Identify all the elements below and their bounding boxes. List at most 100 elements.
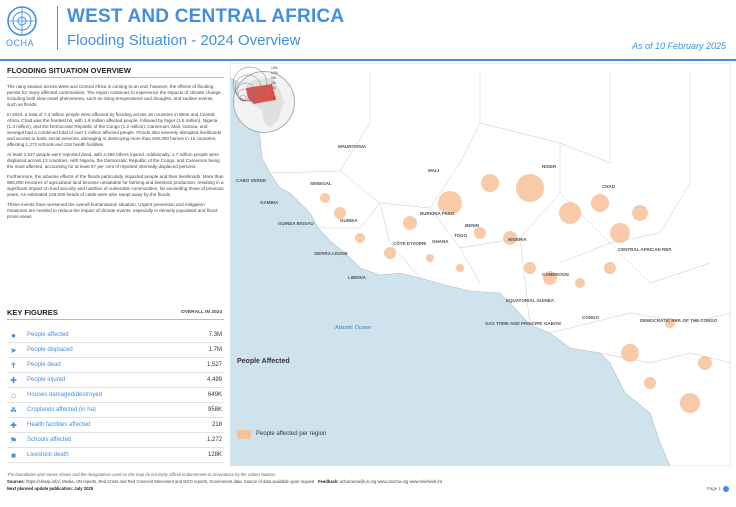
people-icon: ● xyxy=(11,331,16,340)
school-icon: ⚑ xyxy=(9,436,18,445)
flood-bubbles xyxy=(320,174,712,413)
label-togo: TOGO xyxy=(454,233,468,238)
sources-label: Sources: xyxy=(7,479,25,484)
key-figure-row: ⚑ Schools affected 1,272 xyxy=(7,433,224,448)
legend-scale-50k: 50k xyxy=(271,76,277,80)
health-icon: ✚ xyxy=(10,421,17,430)
overview-paragraph-1: The rainy season across West and Central… xyxy=(7,84,222,107)
country-borders xyxy=(269,73,731,364)
label-cote-divoire: CÔTE D'IVOIRE xyxy=(393,241,427,246)
key-figure-value: 1.7M xyxy=(208,347,222,353)
overview-paragraph-3: At least 1,527 people were reported dead… xyxy=(7,152,220,169)
key-figures-title: KEY FIGURES xyxy=(7,308,58,317)
label-ghana: GHANA xyxy=(432,239,449,244)
legend-scale-150k: 150k xyxy=(271,66,278,70)
label-niger: NIGER xyxy=(542,164,557,169)
key-figure-value: 7.3M xyxy=(208,332,222,338)
label-senegal: SENEGAL xyxy=(310,181,332,186)
key-figure-row: ● People affected 7.3M xyxy=(7,328,224,343)
key-figure-label: Livestock death xyxy=(27,452,69,458)
label-central-african-rep: CENTRAL AFRICAN REP. xyxy=(618,247,672,252)
header-rule xyxy=(0,59,736,61)
house-icon: ⌂ xyxy=(11,391,16,400)
label-guinea-bissau: GUINEA BISSAU xyxy=(278,221,314,226)
sources-text: https://climap.info/, Media, UN reports,… xyxy=(26,479,315,484)
key-figure-row: ✚ Health facilities affected 218 xyxy=(7,418,224,433)
key-figure-label: People dead xyxy=(27,362,61,368)
injured-icon: ✚ xyxy=(10,376,17,385)
legend-swatch-label: People affected per region xyxy=(256,431,327,437)
key-figure-value: 1,272 xyxy=(206,437,222,443)
label-mauritania: MAURITANIA xyxy=(338,144,367,149)
org-name: OCHA xyxy=(6,38,35,48)
map-shape xyxy=(230,63,731,466)
feedback-label: Feedback: xyxy=(317,479,339,484)
label-mali: MALI xyxy=(428,168,439,173)
africa-inset-icon xyxy=(246,78,284,128)
key-figure-row: ■ Livestock death 128K xyxy=(7,448,224,463)
label-gambia: GAMBIA xyxy=(260,200,279,205)
key-figure-value: 1,527 xyxy=(206,362,222,368)
label-congo: CONGO xyxy=(582,315,600,320)
key-figures-column: OVERALL IN 2024 xyxy=(181,310,222,315)
sources-line: Sources: https://climap.info/, Media, UN… xyxy=(7,479,729,484)
legend-scale-1k: 1k xyxy=(271,91,275,95)
key-figure-row: ➤ People displaced 1.7M xyxy=(7,343,224,358)
label-guinea: GUINEA xyxy=(340,218,358,223)
feedback-text: ocharowca@un.org www.unocha.org www.reli… xyxy=(339,479,442,484)
key-figure-value: 4,499 xyxy=(206,377,222,383)
label-sao-tome: SAO TOME AND PRINCIPE xyxy=(485,321,543,326)
key-figures-header: KEY FIGURES OVERALL IN 2024 xyxy=(7,308,224,320)
legend-title: People Affected xyxy=(237,358,290,365)
page-number: Page 1 xyxy=(707,486,729,492)
label-drc: DEMOCRATIC REP. OF THE CONGO xyxy=(640,318,718,323)
footer: The boundaries and names shown and the d… xyxy=(7,472,729,492)
dead-icon: ✝ xyxy=(10,361,17,370)
page-number-text: Page 1 xyxy=(706,486,721,492)
key-figure-label: People injured xyxy=(27,377,66,383)
key-figure-row: ⌂ Houses damaged/destroyed 649K xyxy=(7,388,224,403)
ocha-logo xyxy=(6,5,46,53)
livestock-icon: ■ xyxy=(11,451,16,460)
label-equatorial-guinea: EQUATORIAL GUINEA xyxy=(506,298,555,303)
page-dot-icon xyxy=(723,486,729,492)
key-figure-label: Schools affected xyxy=(27,437,72,443)
report-date: As of 10 February 2025 xyxy=(631,41,726,51)
key-figure-row: ✝ People dead 1,527 xyxy=(7,358,224,373)
cropland-icon: ☘ xyxy=(9,406,18,415)
key-figure-label: People affected xyxy=(27,332,69,338)
flood-map: MAURITANIA MALI NIGER CHAD SENEGAL CABO … xyxy=(230,63,731,466)
key-figure-label: Croplands affected (in ha) xyxy=(27,407,96,413)
key-figures-list: ● People affected 7.3M ➤ People displace… xyxy=(7,328,224,463)
africa-inset-map xyxy=(233,71,295,133)
legend-bubble-scale: 150k 100k 50k 25k 10k 1k 100 xyxy=(232,66,278,102)
legend-scale-25k: 25k xyxy=(271,81,277,85)
land-mass xyxy=(230,63,731,466)
label-nigeria: NIGERIA xyxy=(508,237,527,242)
key-figure-value: 128K xyxy=(207,452,222,458)
legend-scale-100: 100 xyxy=(271,96,277,100)
legend-swatch xyxy=(237,430,251,439)
displaced-icon: ➤ xyxy=(10,346,17,355)
key-figure-label: Houses damaged/destroyed xyxy=(27,392,103,398)
key-figure-row: ☘ Croplands affected (in ha) 958K xyxy=(7,403,224,418)
page-title: WEST AND CENTRAL AFRICA xyxy=(67,6,345,27)
label-cameroon: CAMEROON xyxy=(542,272,569,277)
label-benin: BENIN xyxy=(465,223,480,228)
legend-scale-100k: 100k xyxy=(271,71,278,75)
key-figure-label: Health facilities affected xyxy=(27,422,91,428)
label-gabon: GABON xyxy=(544,321,561,326)
overview-title: FLOODING SITUATION OVERVIEW xyxy=(7,66,224,78)
label-chad: CHAD xyxy=(602,184,615,189)
overview-paragraph-4: Furthermore, the adverse effects of the … xyxy=(7,174,224,197)
page-subtitle: Flooding Situation - 2024 Overview xyxy=(67,32,301,49)
disclaimer: The boundaries and names shown and the d… xyxy=(7,472,277,477)
key-figure-label: People displaced xyxy=(27,347,73,353)
key-figure-value: 958K xyxy=(207,407,222,413)
key-figure-value: 649K xyxy=(207,392,222,398)
label-burkina-faso: BURKINA FASO xyxy=(420,211,455,216)
label-sierra-leone: SIERRA LEONE xyxy=(314,251,348,256)
overview-paragraph-2: In 2024, a total of 7.3 million people w… xyxy=(7,112,222,147)
legend-scale-10k: 10k xyxy=(271,86,277,90)
overview-panel: FLOODING SITUATION OVERVIEW The rainy se… xyxy=(7,66,224,466)
